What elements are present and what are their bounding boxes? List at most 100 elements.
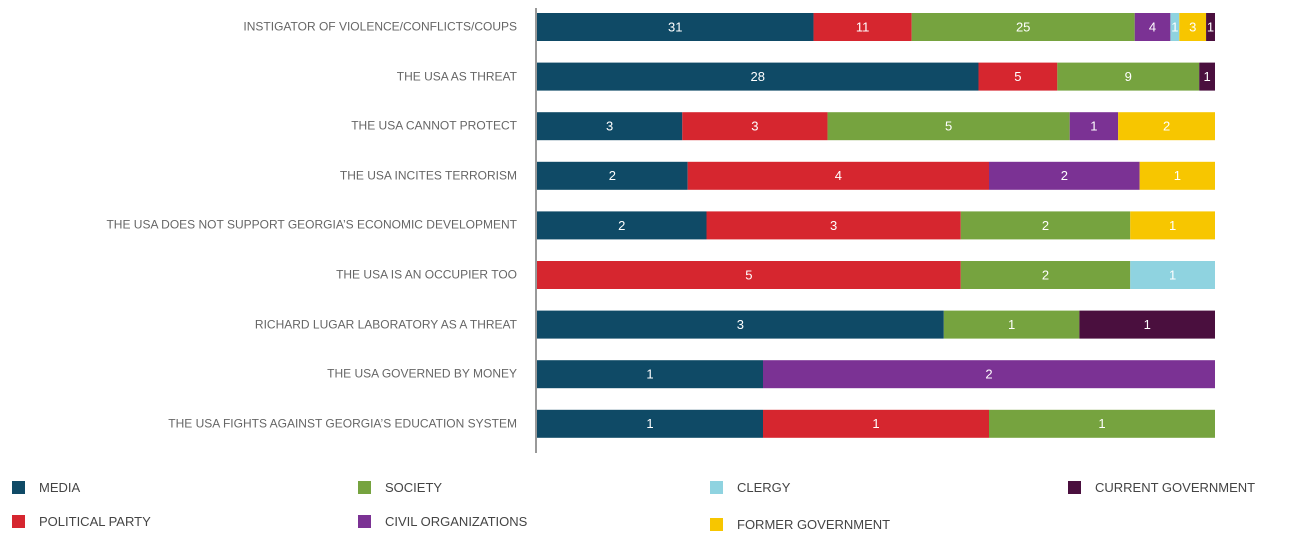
legend-swatch	[358, 515, 371, 528]
bar-segment	[989, 161, 1140, 190]
value-label: 2	[609, 168, 616, 183]
bar-segment	[960, 211, 1131, 240]
bar-segment	[1069, 112, 1119, 141]
bar-segment	[682, 112, 828, 141]
bar-segment	[763, 409, 989, 438]
value-label: 28	[751, 69, 765, 84]
bar-segment	[1130, 261, 1215, 289]
legend-swatch	[1068, 481, 1081, 494]
value-label: 3	[606, 119, 613, 134]
value-label: 1	[1207, 19, 1214, 34]
value-label: 4	[1149, 19, 1156, 34]
legend-label: CIVIL ORGANIZATIONS	[385, 514, 528, 529]
value-label: 1	[1174, 168, 1181, 183]
value-label: 1	[872, 416, 879, 431]
value-label: 2	[618, 218, 625, 233]
value-label: 1	[646, 367, 653, 382]
value-label: 1	[1203, 69, 1210, 84]
legend-label: CURRENT GOVERNMENT	[1095, 480, 1256, 495]
category-label: THE USA AS THREAT	[396, 69, 517, 84]
value-label: 2	[1163, 119, 1170, 134]
legend-label: CLERGY	[737, 480, 791, 495]
category-label: THE USA INCITES TERRORISM	[339, 168, 517, 183]
bar-segment	[537, 409, 763, 438]
legend-swatch	[710, 481, 723, 494]
value-label: 1	[1169, 267, 1176, 282]
bar-segment	[943, 310, 1080, 339]
legend-item: FORMER GOVERNMENT	[710, 518, 890, 532]
bar-segment	[827, 112, 1070, 141]
bar-segment	[1206, 13, 1215, 41]
legend-swatch	[12, 481, 25, 494]
category-label: RICHARD LUGAR LABORATORY AS A THREAT	[254, 317, 517, 332]
value-label: 5	[1014, 69, 1021, 84]
bar-segment	[1130, 211, 1215, 240]
value-label: 2	[1042, 218, 1049, 233]
bar-segment	[537, 360, 763, 389]
value-label: 1	[1144, 317, 1151, 332]
value-label: 1	[1171, 19, 1178, 34]
value-label: 4	[835, 168, 842, 183]
value-label: 3	[830, 218, 837, 233]
legend-label: SOCIETY	[385, 480, 443, 495]
legend-item: CURRENT GOVERNMENT	[1068, 481, 1255, 495]
legend-item: POLITICAL PARTY	[12, 515, 151, 529]
value-label: 3	[751, 119, 758, 134]
value-label: 3	[737, 317, 744, 332]
bar-segment	[537, 161, 688, 190]
legend-item: CIVIL ORGANIZATIONS	[358, 515, 527, 529]
bar-segment	[537, 112, 683, 141]
category-label: INSTIGATOR OF VIOLENCE/CONFLICTS/COUPS	[243, 19, 517, 34]
category-label: THE USA GOVERNED BY MONEY	[327, 366, 517, 381]
category-label: THE USA CANNOT PROTECT	[351, 118, 517, 133]
legend-item: SOCIETY	[358, 481, 442, 495]
category-label: THE USA DOES NOT SUPPORT GEORGIA’S ECONO…	[106, 217, 517, 232]
bar-segment	[687, 161, 989, 190]
value-label: 9	[1125, 69, 1132, 84]
bar-segment	[960, 261, 1131, 289]
value-label: 5	[945, 119, 952, 134]
bar-segment	[1134, 13, 1171, 41]
legend-label: POLITICAL PARTY	[39, 514, 151, 529]
bar-segment	[1199, 62, 1215, 91]
value-label: 5	[745, 267, 752, 282]
bar-segment	[763, 360, 1215, 389]
value-label: 1	[1098, 416, 1105, 431]
value-label: 1	[1090, 119, 1097, 134]
value-label: 2	[985, 367, 992, 382]
legend-item: CLERGY	[710, 481, 790, 495]
value-label: 1	[1169, 218, 1176, 233]
bar-segment	[989, 409, 1215, 438]
legend-swatch	[710, 518, 723, 531]
legend-swatch	[12, 515, 25, 528]
bar-segment	[911, 13, 1135, 41]
bar-segment	[706, 211, 961, 240]
bar-segment	[1057, 62, 1200, 91]
bar-segment	[1170, 13, 1180, 41]
legend-label: FORMER GOVERNMENT	[737, 517, 891, 532]
value-label: 2	[1042, 267, 1049, 282]
value-label: 11	[856, 19, 870, 34]
legend-label: MEDIA	[39, 480, 81, 495]
bar-segment	[978, 62, 1058, 91]
value-label: 25	[1016, 19, 1030, 34]
bar-segment	[1118, 112, 1215, 141]
bar-segment	[537, 62, 979, 91]
legend-item: MEDIA	[12, 481, 80, 495]
category-label: THE USA FIGHTS AGAINST GEORGIA’S EDUCATI…	[168, 416, 517, 431]
bar-segment	[1139, 161, 1215, 190]
category-label: THE USA IS AN OCCUPIER TOO	[336, 267, 517, 282]
bar-segment	[537, 261, 961, 289]
value-label: 31	[668, 19, 682, 34]
bar-segment	[537, 211, 707, 240]
bar-segment	[537, 310, 944, 339]
legend-swatch	[358, 481, 371, 494]
bar-segment	[813, 13, 912, 41]
value-label: 1	[646, 416, 653, 431]
bar-segment	[1179, 13, 1207, 41]
value-label: 3	[1189, 19, 1196, 34]
bar-segment	[537, 13, 814, 41]
bar-segment	[1079, 310, 1215, 339]
